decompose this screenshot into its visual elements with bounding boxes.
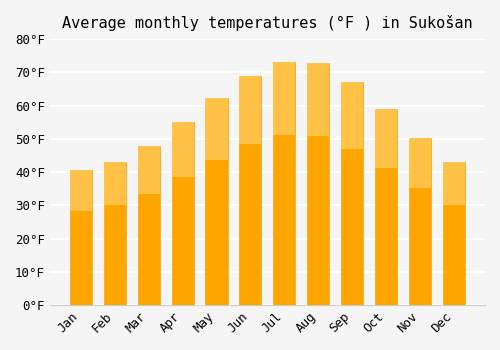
Bar bbox=[138, 146, 160, 305]
Bar bbox=[206, 98, 228, 160]
Bar bbox=[342, 82, 363, 149]
Bar bbox=[274, 62, 295, 135]
Bar bbox=[206, 98, 228, 305]
Bar bbox=[308, 63, 330, 136]
Bar bbox=[375, 109, 398, 168]
Bar bbox=[443, 162, 465, 305]
Bar bbox=[70, 170, 92, 305]
Bar bbox=[409, 138, 432, 305]
Bar bbox=[240, 76, 262, 305]
Bar bbox=[308, 63, 330, 305]
Bar bbox=[104, 162, 126, 205]
Bar bbox=[138, 146, 160, 194]
Bar bbox=[409, 138, 432, 188]
Bar bbox=[172, 122, 194, 305]
Title: Average monthly temperatures (°F ) in Sukošan: Average monthly temperatures (°F ) in Su… bbox=[62, 15, 472, 31]
Bar bbox=[172, 122, 194, 177]
Bar bbox=[443, 162, 465, 205]
Bar bbox=[104, 162, 126, 305]
Bar bbox=[342, 82, 363, 305]
Bar bbox=[70, 170, 92, 211]
Bar bbox=[274, 62, 295, 305]
Bar bbox=[240, 76, 262, 145]
Bar bbox=[375, 109, 398, 305]
